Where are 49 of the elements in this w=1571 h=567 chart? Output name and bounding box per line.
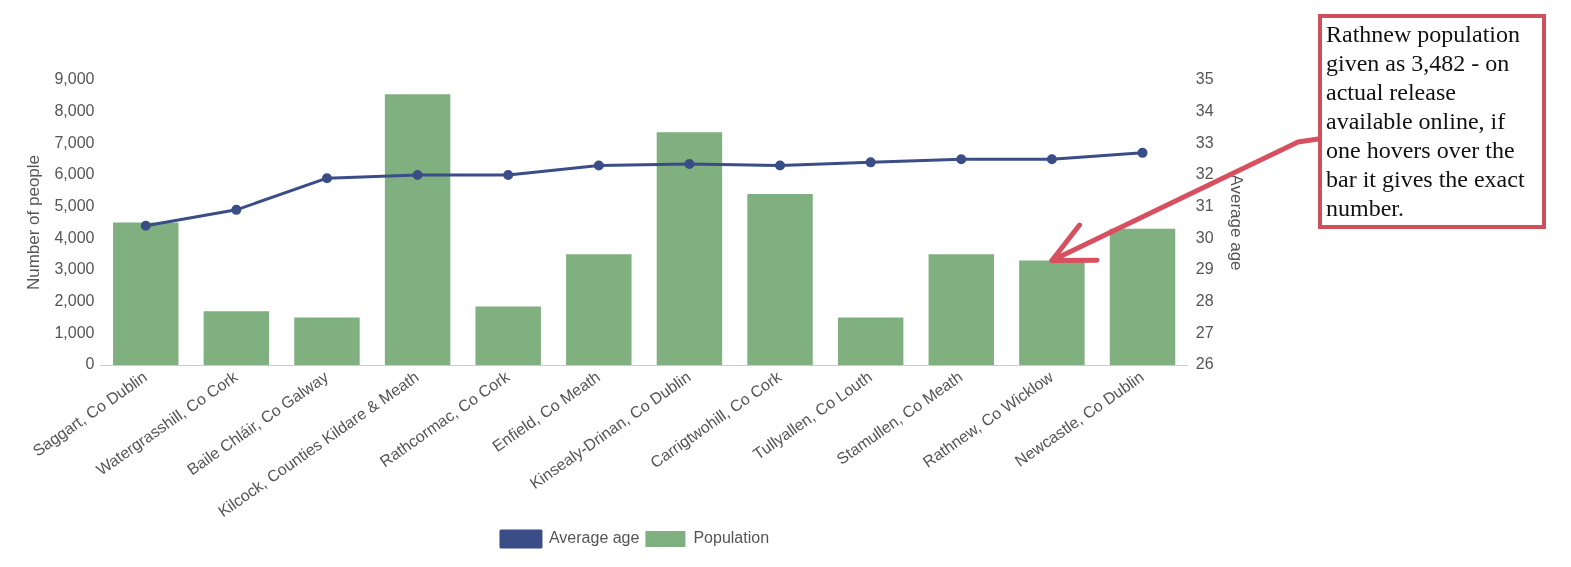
point (1046, 154, 1057, 165)
point (412, 170, 423, 181)
y2-tick-label: 30 (1195, 228, 1214, 246)
y-tick-label: 6,000 (54, 165, 95, 183)
y-tick-label: 9,000 (54, 70, 95, 88)
bar (294, 317, 360, 366)
y2-axis-title: Average age (1227, 174, 1247, 271)
bar (1019, 260, 1085, 366)
y2-tick-label: 34 (1195, 102, 1214, 120)
point (593, 160, 604, 171)
y-axis-title: Number of people (23, 154, 43, 291)
y-tick-label: 3,000 (54, 260, 95, 278)
y2-tick-label: 32 (1195, 165, 1214, 183)
point (321, 173, 332, 184)
y-tick-label: 4,000 (54, 228, 95, 246)
y-tick-label: 0 (85, 355, 95, 373)
y2-tick-label: 29 (1195, 260, 1214, 278)
legend-label: Average age (548, 529, 640, 547)
y2-tick-label: 27 (1195, 323, 1214, 341)
bar (475, 306, 541, 366)
y-tick-label: 2,000 (54, 292, 95, 310)
point (956, 154, 967, 165)
bar (1109, 228, 1176, 366)
y2-tick-label: 35 (1195, 70, 1214, 88)
point (1137, 147, 1148, 158)
bar (928, 254, 994, 366)
bar (113, 222, 179, 366)
point (684, 158, 695, 169)
y-tick-label: 5,000 (54, 197, 95, 215)
bar (837, 317, 904, 366)
y2-tick-label: 31 (1195, 197, 1214, 215)
point (231, 204, 242, 215)
bar (566, 254, 632, 366)
legend-label: Population (693, 529, 770, 547)
bar (203, 311, 270, 366)
y2-tick-label: 33 (1195, 133, 1214, 151)
bar (747, 194, 813, 366)
point (503, 170, 514, 181)
y-tick-label: 8,000 (54, 102, 95, 120)
y2-tick-label: 28 (1195, 292, 1214, 310)
annotation: Rathnew population given as 3,482 - on actual release available online, if one hovers over the bar it gives the exact number. (1318, 14, 1546, 229)
point (865, 157, 876, 168)
y-tick-label: 7,000 (54, 133, 95, 151)
point (140, 220, 151, 231)
bar (656, 132, 723, 366)
bar (384, 94, 451, 366)
point (775, 160, 786, 171)
y2-tick-label: 26 (1195, 355, 1214, 373)
y-tick-label: 1,000 (54, 323, 95, 341)
